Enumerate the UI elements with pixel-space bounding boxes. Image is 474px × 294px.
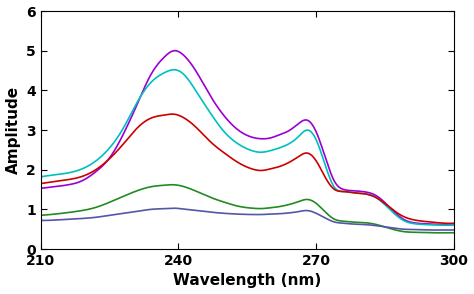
Y-axis label: Amplitude: Amplitude — [6, 86, 20, 174]
X-axis label: Wavelength (nm): Wavelength (nm) — [173, 273, 321, 288]
